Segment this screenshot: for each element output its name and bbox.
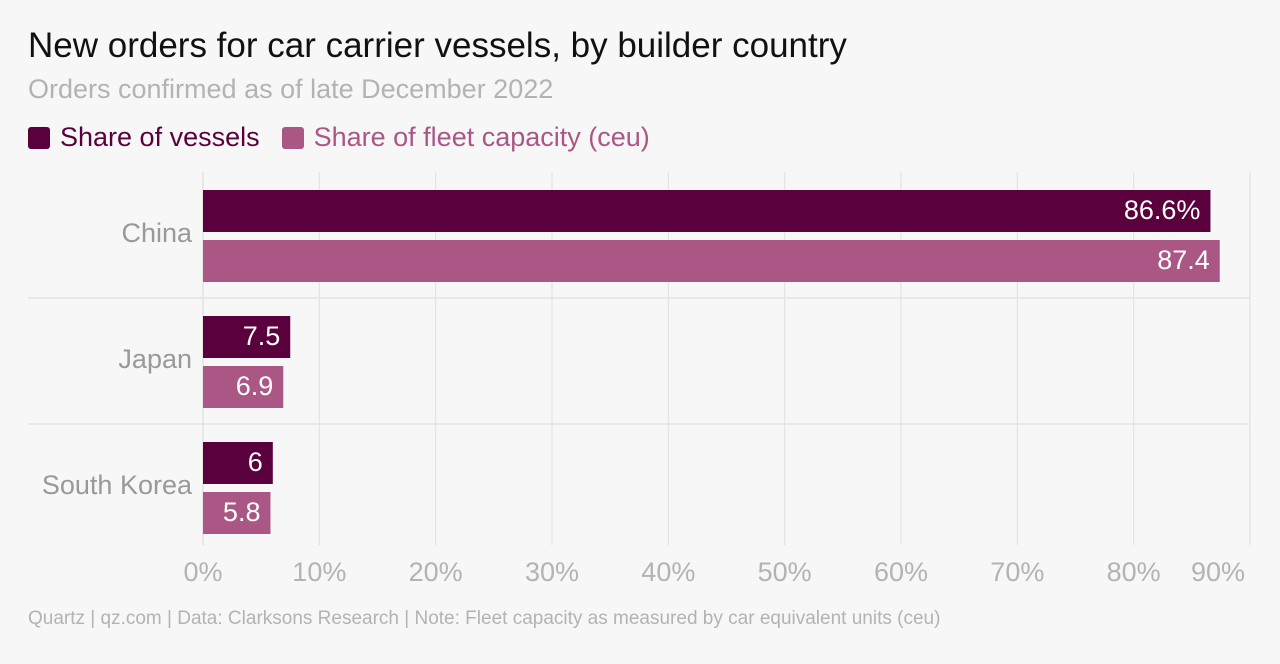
x-tick-label: 70% bbox=[990, 557, 1044, 587]
bar-vessels bbox=[203, 316, 291, 358]
bar-value-label: 7.5 bbox=[243, 321, 281, 351]
bar-vessels bbox=[203, 442, 273, 484]
legend-label-vessels: Share of vessels bbox=[60, 122, 260, 152]
x-tick-label: 40% bbox=[641, 557, 695, 587]
bar-capacity bbox=[203, 366, 284, 408]
bar-value-label: 6.9 bbox=[236, 371, 274, 401]
category-label: South Korea bbox=[42, 470, 193, 500]
bar-value-label: 86.6% bbox=[1124, 195, 1201, 225]
bar-vessels bbox=[203, 190, 1211, 232]
bar-value-label: 6 bbox=[248, 447, 263, 477]
x-tick-label: 50% bbox=[758, 557, 812, 587]
chart-footer: Quartz | qz.com | Data: Clarksons Resear… bbox=[28, 608, 941, 629]
x-tick-label: 10% bbox=[292, 557, 346, 587]
x-tick-label: 20% bbox=[409, 557, 463, 587]
legend-swatch-capacity bbox=[281, 126, 304, 149]
x-tick-label: 80% bbox=[1107, 557, 1161, 587]
legend-item-vessels: Share of vessels bbox=[28, 122, 260, 153]
x-tick-label: 90% bbox=[1191, 557, 1245, 587]
bar-capacity bbox=[203, 492, 271, 534]
x-tick-label: 60% bbox=[874, 557, 928, 587]
legend-swatch-vessels bbox=[28, 126, 50, 149]
x-tick-label: 0% bbox=[183, 557, 222, 587]
legend-label-capacity: Share of fleet capacity (ceu) bbox=[313, 122, 650, 152]
category-label: Japan bbox=[118, 344, 192, 374]
legend: Share of vessels Share of fleet capacity… bbox=[28, 122, 672, 153]
category-label: China bbox=[121, 218, 193, 248]
bar-value-label: 87.4 bbox=[1157, 245, 1210, 275]
chart-title: New orders for car carrier vessels, by b… bbox=[28, 26, 847, 65]
bar-value-label: 5.8 bbox=[223, 497, 261, 527]
x-tick-label: 30% bbox=[525, 557, 579, 587]
chart-subtitle: Orders confirmed as of late December 202… bbox=[28, 74, 554, 104]
legend-item-capacity: Share of fleet capacity (ceu) bbox=[281, 122, 650, 153]
bar-capacity bbox=[203, 240, 1220, 282]
